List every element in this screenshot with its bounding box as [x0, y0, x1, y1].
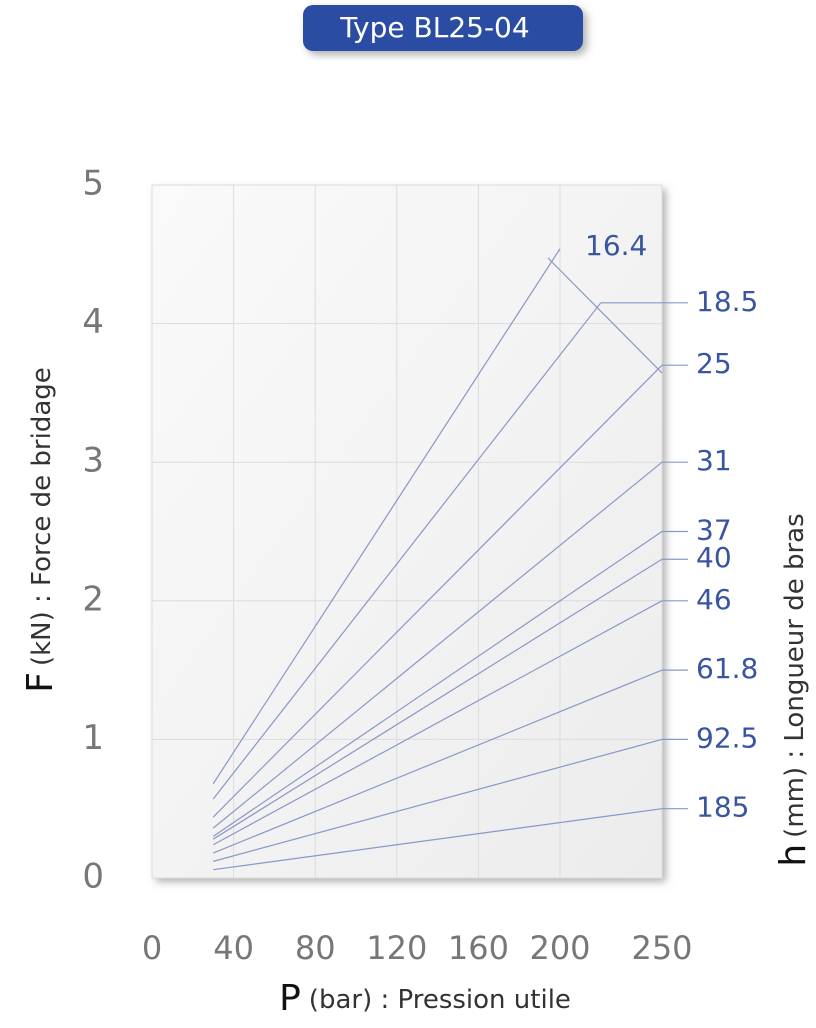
series-line [212, 461, 663, 829]
series-line [212, 669, 663, 854]
series-line [212, 364, 663, 818]
y-axis-label: F(kN) : Force de bridage [20, 367, 61, 693]
series-label: 18.5 [696, 285, 758, 318]
limit-line [547, 257, 663, 374]
x-tick-label: 80 [295, 929, 336, 967]
y-tick-label: 5 [82, 164, 104, 204]
series-line [213, 738, 663, 862]
series-label: 37 [696, 514, 732, 547]
series-line [212, 302, 602, 800]
series-label: 16.4 [585, 229, 647, 262]
chart-title: Type BL25-04 [339, 11, 529, 44]
y-tick-label: 0 [82, 857, 104, 897]
x-tick-label: 160 [448, 929, 509, 967]
x-axis-label: P (bar) : Pression utile [279, 978, 571, 1019]
series-label: 92.5 [696, 721, 758, 754]
series-line [213, 808, 663, 871]
series-line [212, 600, 663, 846]
series-label: 185 [696, 791, 749, 824]
series-label: 61.8 [696, 652, 758, 685]
y-tick-label: 2 [82, 579, 104, 619]
y-tick-label: 4 [82, 302, 104, 342]
series-label: 25 [696, 347, 732, 380]
series-label: 46 [696, 583, 732, 616]
series-line [212, 248, 561, 785]
x-tick-label: 120 [366, 929, 427, 967]
y2-axis-label: h(mm) : Longueur de bras [773, 513, 814, 866]
y-tick-label: 1 [82, 718, 104, 758]
series-line [212, 531, 663, 837]
title-box [303, 5, 583, 51]
x-tick-label: 0 [142, 929, 162, 967]
x-tick-label: 40 [213, 929, 254, 967]
y-tick-label: 3 [82, 441, 104, 481]
x-tick-label: 200 [529, 929, 590, 967]
series-label: 31 [696, 444, 732, 477]
series-line [212, 558, 663, 840]
series-label: 40 [696, 541, 732, 574]
x-tick-label: 250 [631, 929, 692, 967]
